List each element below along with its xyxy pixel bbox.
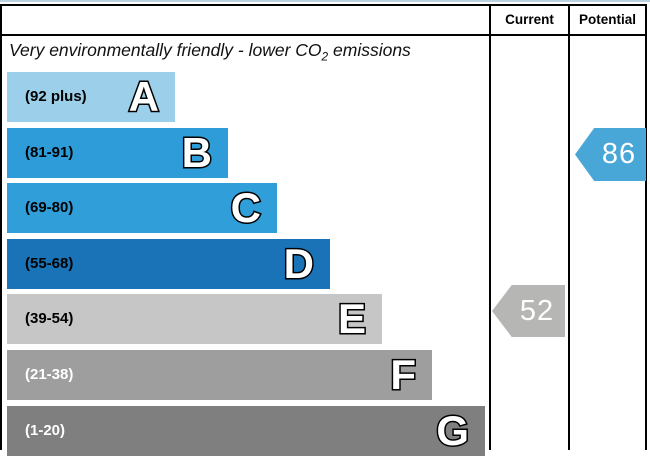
chart-title: Very environmentally friendly - lower CO… bbox=[9, 40, 484, 64]
band-letter: B bbox=[180, 128, 213, 177]
table-border-right bbox=[645, 4, 647, 450]
current-rating-value: 52 bbox=[519, 294, 555, 327]
band-row-c: (69-80) C bbox=[7, 183, 277, 233]
band-row-b: (81-91) B bbox=[7, 128, 228, 178]
band-letter: D bbox=[282, 239, 315, 288]
band-letter: C bbox=[229, 183, 262, 232]
column-divider-current bbox=[489, 4, 491, 450]
title-text-after: emissions bbox=[328, 40, 411, 60]
band-row-e: (39-54) E bbox=[7, 294, 382, 344]
potential-rating-value: 86 bbox=[601, 138, 637, 170]
band-letter: G bbox=[435, 406, 471, 455]
potential-rating-arrow-icon: 86 bbox=[575, 128, 646, 181]
table-border-left bbox=[0, 4, 2, 450]
band-letter: E bbox=[336, 294, 367, 343]
band-row-g: (1-20) G bbox=[7, 406, 485, 456]
current-rating-arrow-icon: 52 bbox=[492, 285, 565, 337]
band-range-label: (39-54) bbox=[25, 310, 74, 327]
top-edge-sliver bbox=[0, 0, 650, 2]
current-column-header: Current bbox=[505, 12, 554, 27]
title-text: Very environmentally friendly - lower CO bbox=[9, 40, 322, 60]
band-letter: F bbox=[389, 350, 418, 399]
table-border-top bbox=[0, 4, 647, 6]
title-subscript: 2 bbox=[321, 49, 329, 64]
band-range-label: (55-68) bbox=[25, 255, 74, 272]
column-divider-potential bbox=[568, 4, 570, 450]
band-range-label: (92 plus) bbox=[25, 88, 87, 105]
potential-column-header: Potential bbox=[578, 12, 636, 27]
band-range-label: (81-91) bbox=[25, 144, 74, 161]
band-letter: A bbox=[127, 72, 160, 121]
band-row-a: (92 plus) A bbox=[7, 72, 175, 122]
band-range-label: (21-38) bbox=[25, 366, 74, 383]
band-range-label: (69-80) bbox=[25, 199, 74, 216]
header-divider bbox=[0, 34, 647, 36]
band-row-d: (55-68) D bbox=[7, 239, 330, 289]
band-row-f: (21-38) F bbox=[7, 350, 432, 400]
band-range-label: (1-20) bbox=[25, 422, 66, 439]
